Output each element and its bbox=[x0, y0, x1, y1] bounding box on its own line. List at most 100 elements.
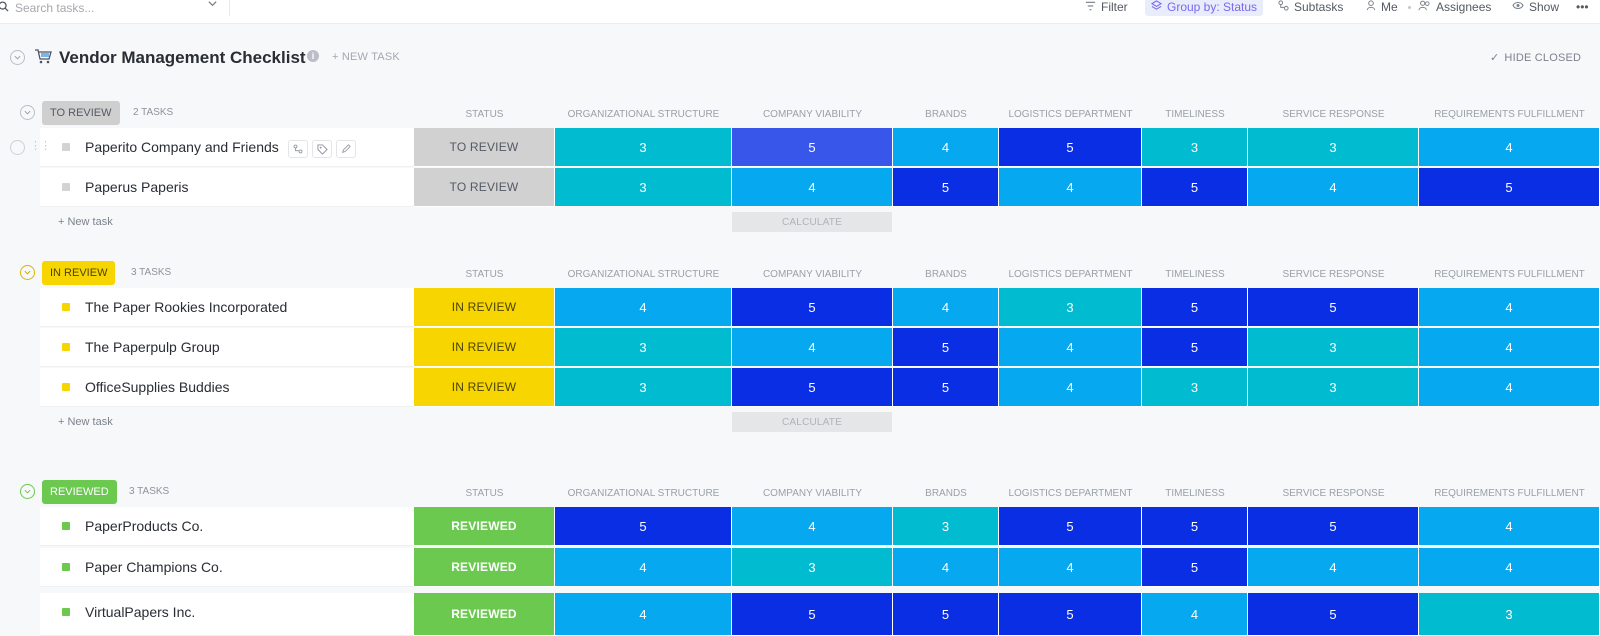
task-name-cell[interactable]: The Paper Rookies Incorporated bbox=[40, 288, 414, 327]
collapse-group-icon[interactable] bbox=[20, 484, 35, 499]
column-header[interactable]: REQUIREMENTS FULFILLMENT bbox=[1434, 488, 1585, 499]
tag-icon[interactable] bbox=[312, 140, 332, 158]
group-by-button[interactable]: Group by: Status bbox=[1145, 0, 1264, 16]
column-header[interactable]: SERVICE RESPONSE bbox=[1282, 488, 1385, 499]
status-square-icon[interactable] bbox=[62, 303, 70, 311]
score-cell[interactable]: 4 bbox=[893, 288, 999, 327]
task-row[interactable]: VirtualPapers Inc. REVIEWED 4 5 5 5 4 5 3 bbox=[40, 593, 1600, 636]
score-cell[interactable]: 5 bbox=[1142, 168, 1248, 207]
task-row[interactable]: OfficeSupplies Buddies IN REVIEW 3 5 5 4 3 3 4 bbox=[40, 368, 1600, 407]
score-cell[interactable]: 4 bbox=[1142, 593, 1248, 636]
score-cell[interactable]: 4 bbox=[1248, 168, 1419, 207]
score-cell[interactable]: 5 bbox=[1248, 288, 1419, 327]
calculate-button[interactable]: CALCULATE bbox=[732, 412, 892, 432]
score-cell[interactable]: 5 bbox=[893, 368, 999, 407]
score-cell[interactable]: 3 bbox=[555, 168, 732, 207]
score-cell[interactable]: 5 bbox=[893, 593, 999, 636]
column-header[interactable]: ORGANIZATIONAL STRUCTURE bbox=[567, 109, 720, 120]
score-cell[interactable]: 5 bbox=[1248, 507, 1419, 546]
search-box[interactable]: Search tasks... bbox=[0, 0, 218, 16]
chevron-down-icon[interactable] bbox=[207, 0, 218, 12]
column-header[interactable]: REQUIREMENTS FULFILLMENT bbox=[1434, 269, 1585, 280]
task-name[interactable]: PaperProducts Co. bbox=[85, 518, 204, 534]
status-square-icon[interactable] bbox=[62, 143, 70, 151]
score-cell[interactable]: 5 bbox=[1248, 593, 1419, 636]
score-cell[interactable]: 4 bbox=[999, 328, 1142, 367]
score-cell[interactable]: 5 bbox=[999, 507, 1142, 546]
column-header[interactable]: STATUS bbox=[465, 488, 504, 499]
info-icon[interactable]: i bbox=[307, 50, 319, 62]
subtasks-button[interactable]: Subtasks bbox=[1278, 0, 1343, 15]
status-square-icon[interactable] bbox=[62, 522, 70, 530]
column-header[interactable]: COMPANY VIABILITY bbox=[762, 269, 863, 280]
score-cell[interactable]: 4 bbox=[893, 548, 999, 587]
task-row[interactable]: The Paper Rookies Incorporated IN REVIEW 4… bbox=[40, 288, 1600, 327]
column-header[interactable]: BRANDS bbox=[925, 488, 967, 499]
score-cell[interactable]: 5 bbox=[1142, 548, 1248, 587]
score-cell[interactable]: 4 bbox=[555, 548, 732, 587]
column-header[interactable]: BRANDS bbox=[925, 109, 967, 120]
score-cell[interactable]: 4 bbox=[732, 328, 893, 367]
score-cell[interactable]: 4 bbox=[1419, 368, 1600, 407]
score-cell[interactable]: 3 bbox=[1142, 128, 1248, 167]
task-row[interactable]: Paper Champions Co. REVIEWED 4 3 4 4 5 4 4 bbox=[40, 548, 1600, 587]
status-cell[interactable]: IN REVIEW bbox=[414, 288, 555, 327]
status-group-label[interactable]: REVIEWED bbox=[42, 480, 117, 504]
column-header[interactable]: LOGISTICS DEPARTMENT bbox=[1008, 269, 1133, 280]
collapse-group-icon[interactable] bbox=[20, 265, 35, 280]
column-header[interactable]: SERVICE RESPONSE bbox=[1282, 269, 1385, 280]
status-cell[interactable]: TO REVIEW bbox=[414, 168, 555, 207]
status-cell[interactable]: IN REVIEW bbox=[414, 368, 555, 407]
score-cell[interactable]: 4 bbox=[1419, 288, 1600, 327]
score-cell[interactable]: 4 bbox=[999, 368, 1142, 407]
score-cell[interactable]: 4 bbox=[893, 128, 999, 167]
score-cell[interactable]: 4 bbox=[555, 288, 732, 327]
score-cell[interactable]: 5 bbox=[732, 128, 893, 167]
status-square-icon[interactable] bbox=[62, 383, 70, 391]
me-button[interactable]: Me bbox=[1366, 0, 1398, 15]
score-cell[interactable]: 4 bbox=[732, 168, 893, 207]
status-square-icon[interactable] bbox=[62, 183, 70, 191]
score-cell[interactable]: 3 bbox=[1248, 128, 1419, 167]
column-header[interactable]: SERVICE RESPONSE bbox=[1282, 109, 1385, 120]
score-cell[interactable]: 3 bbox=[555, 368, 732, 407]
task-row[interactable]: Paperito Company and Friends TO REVIEW 3 5 4… bbox=[40, 128, 1600, 167]
task-row[interactable]: The Paperpulp Group IN REVIEW 3 4 5 4 5 3 4 bbox=[40, 328, 1600, 367]
task-name[interactable]: The Paper Rookies Incorporated bbox=[85, 299, 288, 315]
show-button[interactable]: Show bbox=[1512, 0, 1559, 15]
more-options-icon[interactable]: ••• bbox=[1576, 0, 1589, 14]
score-cell[interactable]: 5 bbox=[555, 507, 732, 546]
column-header[interactable]: STATUS bbox=[465, 109, 504, 120]
column-header[interactable]: COMPANY VIABILITY bbox=[762, 109, 863, 120]
column-header[interactable]: TIMELINESS bbox=[1165, 109, 1225, 120]
score-cell[interactable]: 4 bbox=[999, 548, 1142, 587]
score-cell[interactable]: 5 bbox=[893, 168, 999, 207]
task-name-cell[interactable]: PaperProducts Co. bbox=[40, 507, 414, 546]
collapse-list-icon[interactable] bbox=[10, 50, 25, 65]
select-task-checkbox[interactable] bbox=[10, 140, 25, 155]
column-header[interactable]: LOGISTICS DEPARTMENT bbox=[1008, 109, 1133, 120]
subtask-icon[interactable] bbox=[288, 140, 308, 158]
score-cell[interactable]: 5 bbox=[1142, 507, 1248, 546]
column-header[interactable]: BRANDS bbox=[925, 269, 967, 280]
add-task-button[interactable]: + New task bbox=[58, 216, 113, 228]
score-cell[interactable]: 4 bbox=[1419, 328, 1600, 367]
collapse-group-icon[interactable] bbox=[20, 105, 35, 120]
score-cell[interactable]: 3 bbox=[732, 548, 893, 587]
column-header[interactable]: TIMELINESS bbox=[1165, 269, 1225, 280]
score-cell[interactable]: 5 bbox=[893, 328, 999, 367]
task-name[interactable]: Paperus Paperis bbox=[85, 179, 189, 195]
status-cell[interactable]: REVIEWED bbox=[414, 548, 555, 587]
status-cell[interactable]: REVIEWED bbox=[414, 507, 555, 546]
filter-button[interactable]: Filter bbox=[1085, 0, 1128, 15]
status-square-icon[interactable] bbox=[62, 343, 70, 351]
new-task-button[interactable]: + NEW TASK bbox=[332, 51, 400, 63]
score-cell[interactable]: 5 bbox=[1142, 288, 1248, 327]
hide-closed-button[interactable]: ✓ HIDE CLOSED bbox=[1490, 51, 1581, 64]
task-name[interactable]: VirtualPapers Inc. bbox=[85, 604, 196, 620]
score-cell[interactable]: 4 bbox=[1419, 507, 1600, 546]
calculate-button[interactable]: CALCULATE bbox=[732, 212, 892, 232]
task-name-cell[interactable]: VirtualPapers Inc. bbox=[40, 593, 414, 636]
task-name[interactable]: Paperito Company and Friends bbox=[85, 139, 279, 155]
edit-pencil-icon[interactable] bbox=[336, 140, 356, 158]
